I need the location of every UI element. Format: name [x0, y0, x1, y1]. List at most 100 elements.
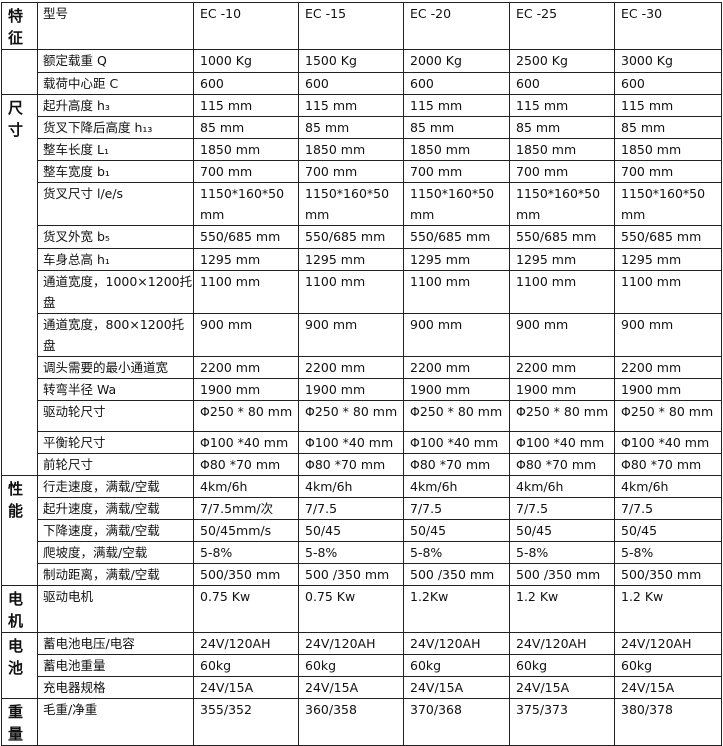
- spec-value: 5-8%: [614, 541, 722, 564]
- model-name: EC -30: [614, 2, 722, 50]
- spec-value: 1850 mm: [298, 138, 404, 161]
- spec-value: 700 mm: [509, 160, 615, 183]
- spec-value: Φ250 * 80 mm: [403, 400, 510, 432]
- spec-value: 900 mm: [614, 313, 722, 357]
- spec-value: 1100 mm: [298, 270, 404, 314]
- spec-value: 360/358: [298, 698, 404, 746]
- spec-label: 车身总高 h₁: [37, 248, 194, 271]
- spec-value: 1295 mm: [614, 248, 722, 271]
- spec-value: 5-8%: [403, 541, 510, 564]
- spec-value: Φ100 *40 mm: [193, 431, 299, 454]
- spec-value: 1.2 Kw: [509, 585, 615, 633]
- table-row: 爬坡度，满载/空载 5-8% 5-8% 5-8% 5-8% 5-8%: [2, 541, 722, 564]
- spec-value: 7/7.5: [614, 497, 722, 520]
- spec-label: 额定载重 Q: [37, 49, 194, 73]
- spec-value: Φ250 * 80 mm: [614, 400, 722, 432]
- spec-value: 370/368: [403, 698, 510, 746]
- spec-value: 1295 mm: [403, 248, 510, 271]
- spec-label: 前轮尺寸: [37, 453, 194, 476]
- spec-value: 1150*160*50 mm: [193, 182, 299, 226]
- spec-value: 1500 Kg: [298, 49, 404, 73]
- spec-value: 7/7.5: [403, 497, 510, 520]
- spec-label: 行走速度，满载/空载: [37, 475, 194, 498]
- header-row: 特征 型号 EC -10 EC -15 EC -20 EC -25 EC -30: [1, 2, 722, 50]
- spec-value: 500/350 mm: [614, 563, 722, 586]
- spec-value: 7/7.5: [509, 497, 615, 520]
- spec-value: 0.75 Kw: [193, 585, 299, 633]
- spec-value: 900 mm: [509, 313, 615, 357]
- group-label: 尺寸: [1, 94, 38, 476]
- spec-value: 700 mm: [298, 160, 404, 183]
- spec-value: 2200 mm: [509, 356, 615, 379]
- spec-value: 1850 mm: [614, 138, 722, 161]
- model-name: EC -25: [509, 2, 615, 50]
- spec-label: 充电器规格: [37, 676, 194, 699]
- spec-label: 制动距离，满载/空载: [37, 563, 194, 586]
- table-row: 货叉下降后高度 h₁₃ 85 mm 85 mm 85 mm 85 mm 85 mm: [2, 116, 722, 139]
- spec-value: 375/373: [509, 698, 615, 746]
- table-row: 平衡轮尺寸 Φ100 *40 mm Φ100 *40 mm Φ100 *40 mm Φ1…: [2, 431, 722, 454]
- spec-value: 1900 mm: [614, 378, 722, 401]
- spec-value: 1900 mm: [509, 378, 615, 401]
- spec-value: 60kg: [298, 654, 404, 677]
- spec-value: 600: [298, 72, 404, 95]
- spec-value: 1.2Kw: [403, 585, 510, 633]
- spec-value: 550/685 mm: [193, 225, 299, 249]
- table-row: 尺寸 起升高度 h₃ 115 mm 115 mm 115 mm 115 mm 115 mm: [1, 94, 722, 476]
- table-row: 通道宽度，1000×1200托盘 1100 mm 1100 mm 1100 mm 110…: [2, 270, 722, 314]
- spec-value: 85 mm: [614, 116, 722, 139]
- table-row: 重量 毛重/净重 355/352 360/358 370/368 375/373 380/3…: [1, 698, 722, 746]
- spec-value: 24V/120AH: [193, 632, 299, 655]
- spec-label: 爬坡度，满载/空载: [37, 541, 194, 564]
- spec-value: 60kg: [193, 654, 299, 677]
- spec-value: 85 mm: [193, 116, 299, 139]
- spec-value: 1850 mm: [193, 138, 299, 161]
- spec-value: 115 mm: [298, 94, 404, 117]
- spec-value: 550/685 mm: [509, 225, 615, 249]
- group-label: 电机: [1, 585, 38, 633]
- spec-value: 1100 mm: [403, 270, 510, 314]
- table-row: 前轮尺寸 Φ80 *70 mm Φ80 *70 mm Φ80 *70 mm Φ80 *7…: [2, 453, 722, 476]
- spec-value: 115 mm: [403, 94, 510, 117]
- spec-value: 50/45: [614, 519, 722, 542]
- table-row: 通道宽度，800×1200托盘 900 mm 900 mm 900 mm 900 mm 9…: [2, 313, 722, 357]
- spec-value: 85 mm: [298, 116, 404, 139]
- spec-value: Φ80 *70 mm: [614, 453, 722, 476]
- spec-label: 平衡轮尺寸: [37, 431, 194, 454]
- spec-value: 24V/120AH: [403, 632, 510, 655]
- table-row: 车身总高 h₁ 1295 mm 1295 mm 1295 mm 1295 mm 1295 …: [2, 248, 722, 271]
- spec-value: 4km/6h: [403, 475, 510, 498]
- spec-value: 2200 mm: [403, 356, 510, 379]
- spec-value: Φ250 * 80 mm: [509, 400, 615, 432]
- spec-value: 50/45: [509, 519, 615, 542]
- spec-value: 50/45: [298, 519, 404, 542]
- spec-value: 500 /350 mm: [403, 563, 510, 586]
- spec-label: 蓄电池电压/电容: [37, 632, 194, 655]
- table-row: 电机 驱动电机 0.75 Kw 0.75 Kw 1.2Kw 1.2 Kw 1.2 Kw: [1, 585, 722, 633]
- spec-value: 550/685 mm: [614, 225, 722, 249]
- spec-value: 7/7.5: [298, 497, 404, 520]
- spec-value: 60kg: [509, 654, 615, 677]
- spec-label: 蓄电池重量: [37, 654, 194, 677]
- table-row: 额定载重 Q 1000 Kg 1500 Kg 2000 Kg 2500 Kg 3000 K…: [1, 49, 722, 95]
- spec-value: 5-8%: [509, 541, 615, 564]
- spec-value: 2200 mm: [298, 356, 404, 379]
- model-name: EC -15: [298, 2, 404, 50]
- spec-value: 24V/15A: [614, 676, 722, 699]
- spec-value: 900 mm: [193, 313, 299, 357]
- spec-value: 550/685 mm: [298, 225, 404, 249]
- spec-value: 1.2 Kw: [614, 585, 722, 633]
- table-row: 货叉外宽 b₅ 550/685 mm 550/685 mm 550/685 mm 550…: [2, 225, 722, 249]
- spec-value: 700 mm: [403, 160, 510, 183]
- table-row: 转弯半径 Wa 1900 mm 1900 mm 1900 mm 1900 mm 1900 …: [2, 378, 722, 401]
- spec-value: 85 mm: [403, 116, 510, 139]
- spec-value: 1100 mm: [509, 270, 615, 314]
- group-label: 特征: [1, 2, 38, 50]
- spec-value: 600: [193, 72, 299, 95]
- spec-value: 1150*160*50 mm: [403, 182, 510, 226]
- spec-value: Φ80 *70 mm: [193, 453, 299, 476]
- model-name: EC -20: [403, 2, 510, 50]
- group-label: 重量: [1, 698, 38, 746]
- spec-value: 1850 mm: [403, 138, 510, 161]
